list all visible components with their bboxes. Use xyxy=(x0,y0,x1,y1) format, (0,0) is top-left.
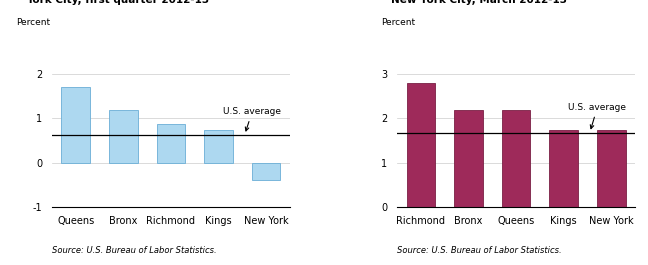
Bar xyxy=(502,109,530,207)
Text: Percent: Percent xyxy=(16,17,51,26)
Bar xyxy=(406,83,435,207)
Bar xyxy=(62,87,90,162)
Bar xyxy=(252,162,281,180)
Bar xyxy=(550,130,578,207)
Bar xyxy=(109,109,137,162)
Bar xyxy=(454,109,483,207)
Text: Chart 1. Wage change in the five counties in New
York City, first quarter 2012-1: Chart 1. Wage change in the five countie… xyxy=(26,0,317,5)
Text: Source: U.S. Bureau of Labor Statistics.: Source: U.S. Bureau of Labor Statistics. xyxy=(52,246,216,255)
Bar xyxy=(204,130,233,162)
Text: U.S. average: U.S. average xyxy=(223,107,281,131)
Bar xyxy=(597,130,625,207)
Bar xyxy=(157,124,185,162)
Text: Chart 2. Employment change in the five counties of
New York City, March 2012-13: Chart 2. Employment change in the five c… xyxy=(391,0,648,5)
Text: Source: U.S. Bureau of Labor Statistics.: Source: U.S. Bureau of Labor Statistics. xyxy=(397,246,562,255)
Text: U.S. average: U.S. average xyxy=(568,103,627,129)
Text: Percent: Percent xyxy=(381,17,415,26)
